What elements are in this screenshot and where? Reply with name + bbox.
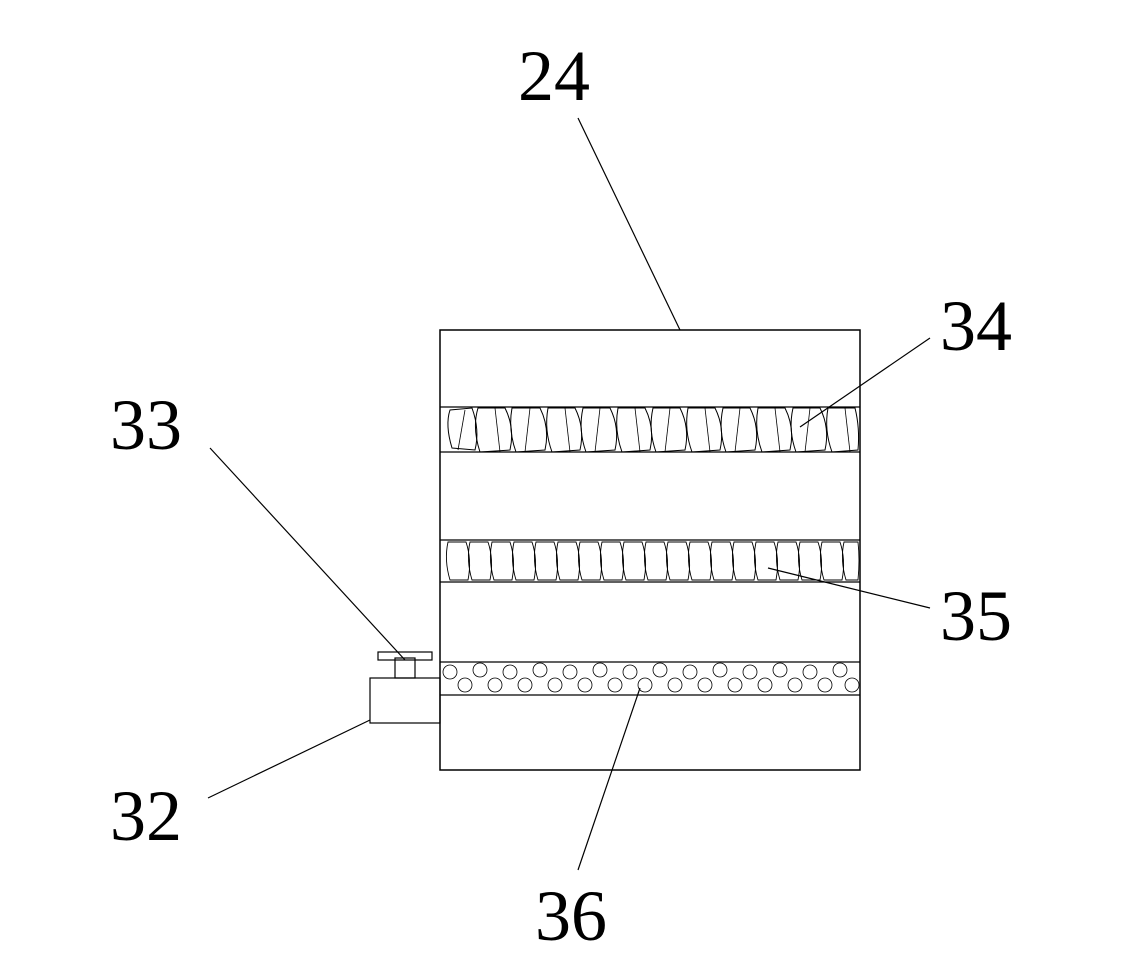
leader-lines bbox=[208, 118, 930, 870]
layer-36-particles bbox=[443, 663, 859, 692]
leader-36 bbox=[578, 688, 640, 870]
leader-32 bbox=[208, 720, 370, 798]
layer-35-particles bbox=[446, 542, 859, 580]
leader-35 bbox=[768, 568, 930, 608]
leader-24 bbox=[578, 118, 680, 330]
valve-stem bbox=[395, 658, 415, 678]
label-24: 24 bbox=[518, 35, 590, 118]
filter-layer-34 bbox=[440, 407, 860, 452]
diagram-container: 24 34 33 35 32 36 bbox=[0, 0, 1142, 959]
label-32: 32 bbox=[110, 775, 182, 858]
leader-33 bbox=[210, 448, 405, 660]
filter-layer-36 bbox=[440, 662, 860, 695]
label-34: 34 bbox=[940, 285, 1012, 368]
leader-34 bbox=[800, 338, 930, 427]
label-33: 33 bbox=[110, 384, 182, 467]
valve-assembly bbox=[370, 652, 440, 723]
valve-body-32 bbox=[370, 678, 440, 723]
label-36: 36 bbox=[535, 875, 607, 958]
label-35: 35 bbox=[940, 575, 1012, 658]
valve-handle-33 bbox=[378, 652, 432, 660]
layer-34-particles bbox=[448, 408, 859, 452]
container-box-24 bbox=[440, 330, 860, 770]
